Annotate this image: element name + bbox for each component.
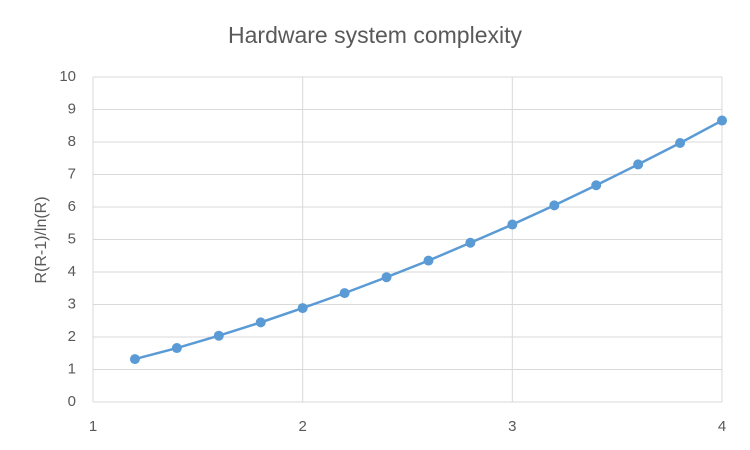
point	[213, 330, 224, 341]
x-tick-label: 3	[508, 418, 516, 435]
y-tick-label: 7	[68, 165, 76, 182]
y-tick-label: 9	[68, 100, 76, 117]
point	[591, 180, 602, 191]
point	[171, 343, 182, 354]
point	[423, 255, 434, 266]
y-tick-label: 4	[68, 263, 76, 280]
y-tick-label: 8	[68, 133, 76, 150]
point	[339, 288, 350, 299]
x-tick-label: 1	[89, 418, 97, 435]
point	[381, 272, 392, 283]
point	[549, 200, 560, 211]
y-tick-label: 2	[68, 328, 76, 345]
y-tick-label: 10	[59, 68, 76, 85]
point	[255, 317, 266, 328]
x-tick-label: 4	[718, 418, 726, 435]
point	[465, 237, 476, 248]
chart-title: Hardware system complexity	[228, 22, 522, 48]
point	[129, 354, 140, 365]
y-tick-label: 1	[68, 360, 76, 377]
y-tick-label: 5	[68, 230, 76, 247]
point	[507, 219, 518, 230]
point	[633, 159, 644, 170]
y-tick-label: 6	[68, 198, 76, 215]
y-tick-label: 0	[68, 393, 76, 410]
point	[675, 137, 686, 148]
point	[297, 303, 308, 314]
y-axis-label: R(R-1)/ln(R)	[33, 196, 50, 283]
x-tick-label: 2	[298, 418, 306, 435]
y-tick-label: 3	[68, 295, 76, 312]
point	[717, 115, 727, 126]
